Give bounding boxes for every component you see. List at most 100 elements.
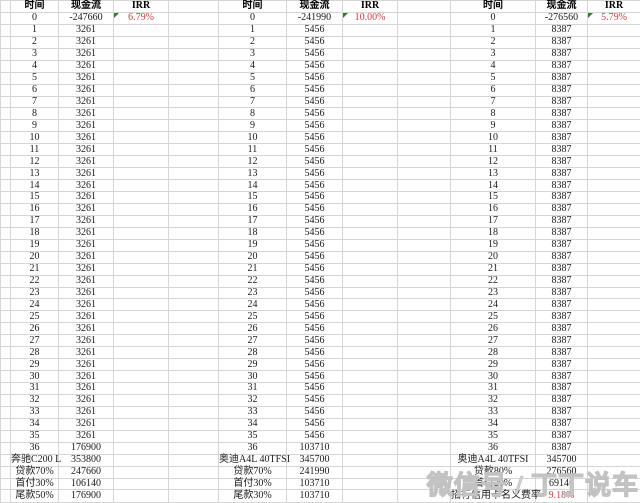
cell-gap[interactable] (168, 71, 219, 85)
cell-sliver[interactable] (0, 489, 11, 503)
cell-sliver[interactable] (0, 358, 11, 372)
cell-time[interactable]: 0 (218, 11, 287, 25)
cell-cashflow[interactable]: 8387 (535, 238, 588, 252)
cell-gap[interactable] (397, 167, 451, 181)
cell-cashflow[interactable]: 5456 (286, 71, 343, 85)
cell-cashflow[interactable]: 5456 (286, 334, 343, 348)
cell-gap[interactable] (397, 393, 451, 407)
cell-gap[interactable] (168, 310, 219, 324)
cell-time[interactable]: 18 (450, 226, 536, 240)
cell-cashflow[interactable]: 5456 (286, 191, 343, 204)
cell-irr[interactable] (587, 370, 640, 383)
cell-cashflow[interactable]: 176900 (58, 441, 114, 455)
cell-sliver[interactable] (0, 393, 11, 407)
cell-time[interactable]: 17 (218, 214, 287, 228)
cell-cashflow[interactable]: 3261 (58, 286, 114, 300)
cell-sliver[interactable] (0, 59, 11, 73)
cell-cashflow[interactable]: 8387 (535, 179, 588, 192)
cell-cashflow[interactable]: 3261 (58, 167, 114, 181)
cell-time[interactable]: 22 (10, 274, 59, 288)
cell-cashflow[interactable]: 3261 (58, 370, 114, 383)
footer-value-cell[interactable]: 106140 (58, 477, 114, 491)
cell-cashflow[interactable]: -276560 (535, 11, 588, 25)
cell-time[interactable]: 10 (10, 131, 59, 145)
cell-time[interactable]: 11 (10, 143, 59, 157)
cell-gap[interactable] (397, 0, 451, 13)
cell-time[interactable]: 6 (218, 83, 287, 97)
column-header-irr[interactable]: IRR (587, 0, 640, 13)
cell-irr[interactable] (113, 23, 169, 37)
cell-irr[interactable] (113, 262, 169, 276)
cell-gap[interactable] (168, 370, 219, 383)
cell-irr[interactable] (342, 477, 398, 491)
cell-irr[interactable] (342, 346, 398, 360)
cell-cashflow[interactable]: 8387 (535, 202, 588, 216)
cell-gap[interactable] (397, 131, 451, 145)
cell-sliver[interactable] (0, 286, 11, 300)
cell-cashflow[interactable]: 8387 (535, 250, 588, 264)
cell-cashflow[interactable]: 8387 (535, 393, 588, 407)
cell-irr[interactable] (587, 453, 640, 467)
cell-irr[interactable] (342, 358, 398, 372)
cell-gap[interactable] (397, 47, 451, 61)
cell-irr[interactable] (587, 393, 640, 407)
cell-time[interactable]: 14 (218, 179, 287, 192)
cell-irr[interactable] (113, 119, 169, 133)
cell-gap[interactable] (168, 382, 219, 395)
cell-cashflow[interactable]: 3261 (58, 83, 114, 97)
cell-time[interactable]: 36 (218, 441, 287, 455)
cell-gap[interactable] (397, 83, 451, 97)
cell-irr[interactable] (113, 417, 169, 431)
cell-time[interactable]: 12 (450, 155, 536, 169)
cell-irr[interactable] (342, 179, 398, 192)
cell-irr[interactable] (113, 477, 169, 491)
cell-cashflow[interactable]: 8387 (535, 358, 588, 372)
cell-time[interactable]: 30 (450, 370, 536, 383)
cell-cashflow[interactable]: 8387 (535, 274, 588, 288)
cell-cashflow[interactable]: 8387 (535, 59, 588, 73)
cell-irr[interactable] (113, 179, 169, 192)
cell-gap[interactable] (168, 59, 219, 73)
cell-time[interactable]: 32 (10, 393, 59, 407)
cell-sliver[interactable] (0, 107, 11, 121)
cell-irr[interactable] (113, 334, 169, 348)
cell-irr[interactable] (342, 382, 398, 395)
cell-irr[interactable] (113, 226, 169, 240)
footer-value-cell[interactable]: 69140 (535, 477, 588, 491)
cell-gap[interactable] (168, 11, 219, 25)
cell-gap[interactable] (397, 202, 451, 216)
cell-cashflow[interactable]: 3261 (58, 71, 114, 85)
cell-gap[interactable] (397, 179, 451, 192)
cell-time[interactable]: 12 (218, 155, 287, 169)
cell-gap[interactable] (397, 250, 451, 264)
cell-time[interactable]: 23 (218, 286, 287, 300)
cell-irr[interactable] (587, 465, 640, 479)
cell-irr[interactable] (342, 250, 398, 264)
cell-irr[interactable] (342, 143, 398, 157)
cell-sliver[interactable] (0, 441, 11, 455)
cell-cashflow[interactable]: 5456 (286, 262, 343, 276)
footer-value-cell[interactable]: 276560 (535, 465, 588, 479)
cell-time[interactable]: 27 (450, 334, 536, 348)
cell-time[interactable]: 5 (218, 71, 287, 85)
cell-irr[interactable] (342, 226, 398, 240)
cell-irr[interactable] (113, 59, 169, 73)
cell-cashflow[interactable]: 5456 (286, 35, 343, 49)
cell-cashflow[interactable]: 8387 (535, 310, 588, 324)
cell-gap[interactable] (168, 346, 219, 360)
cell-irr[interactable] (342, 202, 398, 216)
cell-sliver[interactable] (0, 238, 11, 252)
cell-irr[interactable] (587, 71, 640, 85)
cell-cashflow[interactable]: 8387 (535, 370, 588, 383)
cell-irr[interactable] (587, 322, 640, 336)
cell-cashflow[interactable]: 3261 (58, 262, 114, 276)
cell-irr[interactable] (113, 95, 169, 109)
cell-irr[interactable] (587, 202, 640, 216)
cell-cashflow[interactable]: 8387 (535, 441, 588, 455)
cell-cashflow[interactable]: 3261 (58, 131, 114, 145)
cell-time[interactable]: 24 (10, 298, 59, 312)
cell-sliver[interactable] (0, 250, 11, 264)
cell-gap[interactable] (168, 191, 219, 204)
cell-cashflow[interactable]: 103710 (286, 441, 343, 455)
cell-irr[interactable] (113, 143, 169, 157)
